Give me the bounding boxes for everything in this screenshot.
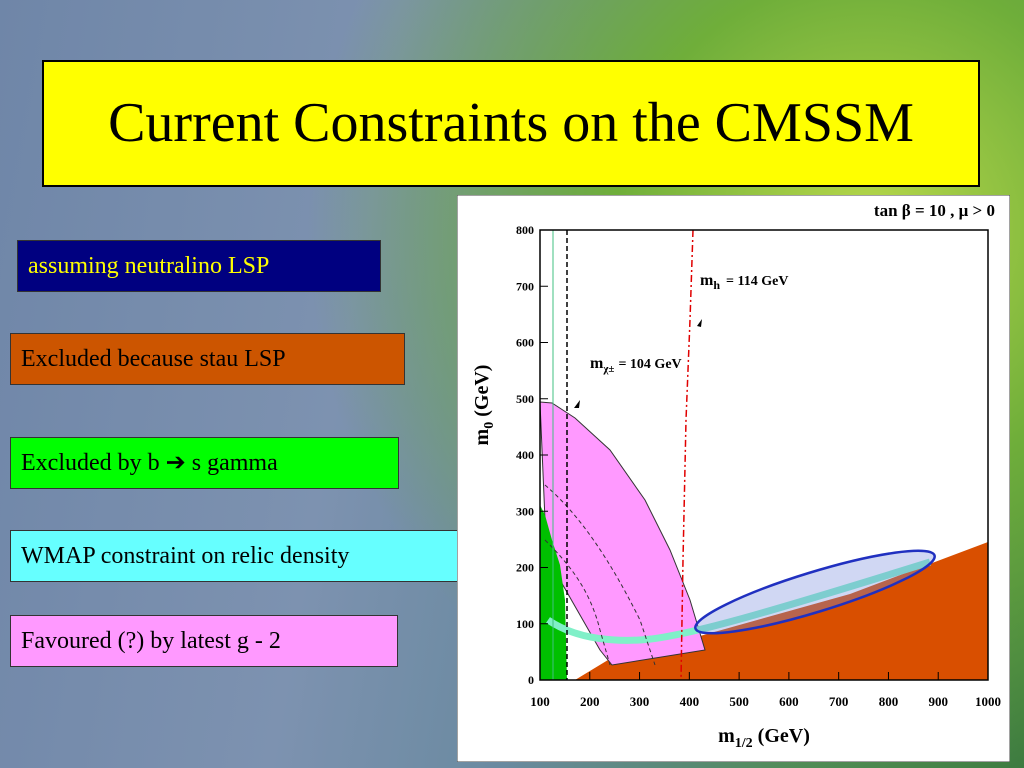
y-axis-label: m0 (GeV) (471, 365, 497, 446)
figure-title: tan β = 10 , μ > 0 (874, 201, 995, 220)
label-text: s gamma (191, 450, 278, 476)
slide-title: Current Constraints on the CMSSM (42, 60, 980, 187)
y-tick-label: 0 (528, 673, 534, 687)
y-tick-label: 800 (516, 223, 534, 237)
y-tick-label: 100 (516, 617, 534, 631)
x-tick-label: 900 (928, 694, 948, 709)
y-tick-label: 300 (516, 504, 534, 518)
axis-text: m (718, 725, 735, 747)
y-tick-label: 400 (516, 448, 534, 462)
annotation-text: m (700, 272, 714, 289)
label-box: Excluded because stau LSP (10, 333, 405, 385)
annotation-sub: χ± (602, 363, 614, 375)
g2-ellipse (694, 549, 936, 635)
dashed-contour (544, 484, 656, 666)
plot: tan β = 10 , μ > 0 mh = 114 GeV mχ± = 104 … (457, 195, 1010, 762)
annotation-text: m (590, 355, 604, 372)
axis-sub: 1/2 (735, 736, 753, 751)
ticks: 100 200 300 400 500 600 700 800 900 1000 0 100 200 30… (516, 223, 1001, 709)
wmap-band (546, 558, 932, 644)
x-tick-label: 300 (630, 694, 650, 709)
y-tick-label: 700 (516, 279, 534, 293)
arrowhead (697, 319, 702, 327)
y-tick-label: 200 (516, 561, 534, 575)
axis-sub: 0 (482, 422, 497, 429)
x-tick-label: 500 (729, 694, 749, 709)
arrowhead (574, 400, 580, 408)
x-tick-label: 200 (580, 694, 600, 709)
dashed-contour (544, 539, 611, 666)
x-tick-label: 100 (530, 694, 550, 709)
annotation: mχ± = 104 GeV (590, 355, 682, 375)
higgs-limit (680, 229, 694, 681)
x-tick-label: 1000 (975, 694, 1001, 709)
annotation-text: = 114 GeV (726, 274, 788, 289)
label-box: Excluded by b ➔ s gamma (10, 437, 399, 489)
label-text: Excluded by b (21, 450, 160, 476)
arrow-icon: ➔ (165, 450, 186, 476)
x-tick-label: 800 (879, 694, 899, 709)
label-box: assuming neutralino LSP (17, 240, 381, 292)
label-box: WMAP constraint on relic density (10, 530, 496, 582)
annotation-sub: h (713, 278, 720, 292)
axis-text: (GeV) (471, 365, 493, 422)
axis-text: (GeV) (753, 725, 810, 747)
annotation-text: = 104 GeV (618, 357, 681, 372)
annotation: mh = 114 GeV (700, 272, 788, 292)
x-tick-label: 700 (829, 694, 849, 709)
axis-text: m (471, 428, 493, 445)
x-tick-label: 600 (779, 694, 799, 709)
y-tick-label: 500 (516, 392, 534, 406)
label-box: Favoured (?) by latest g - 2 (10, 615, 398, 667)
x-axis-label: m1/2 (GeV) (718, 725, 810, 751)
y-tick-label: 600 (516, 336, 534, 350)
x-tick-label: 400 (680, 694, 700, 709)
